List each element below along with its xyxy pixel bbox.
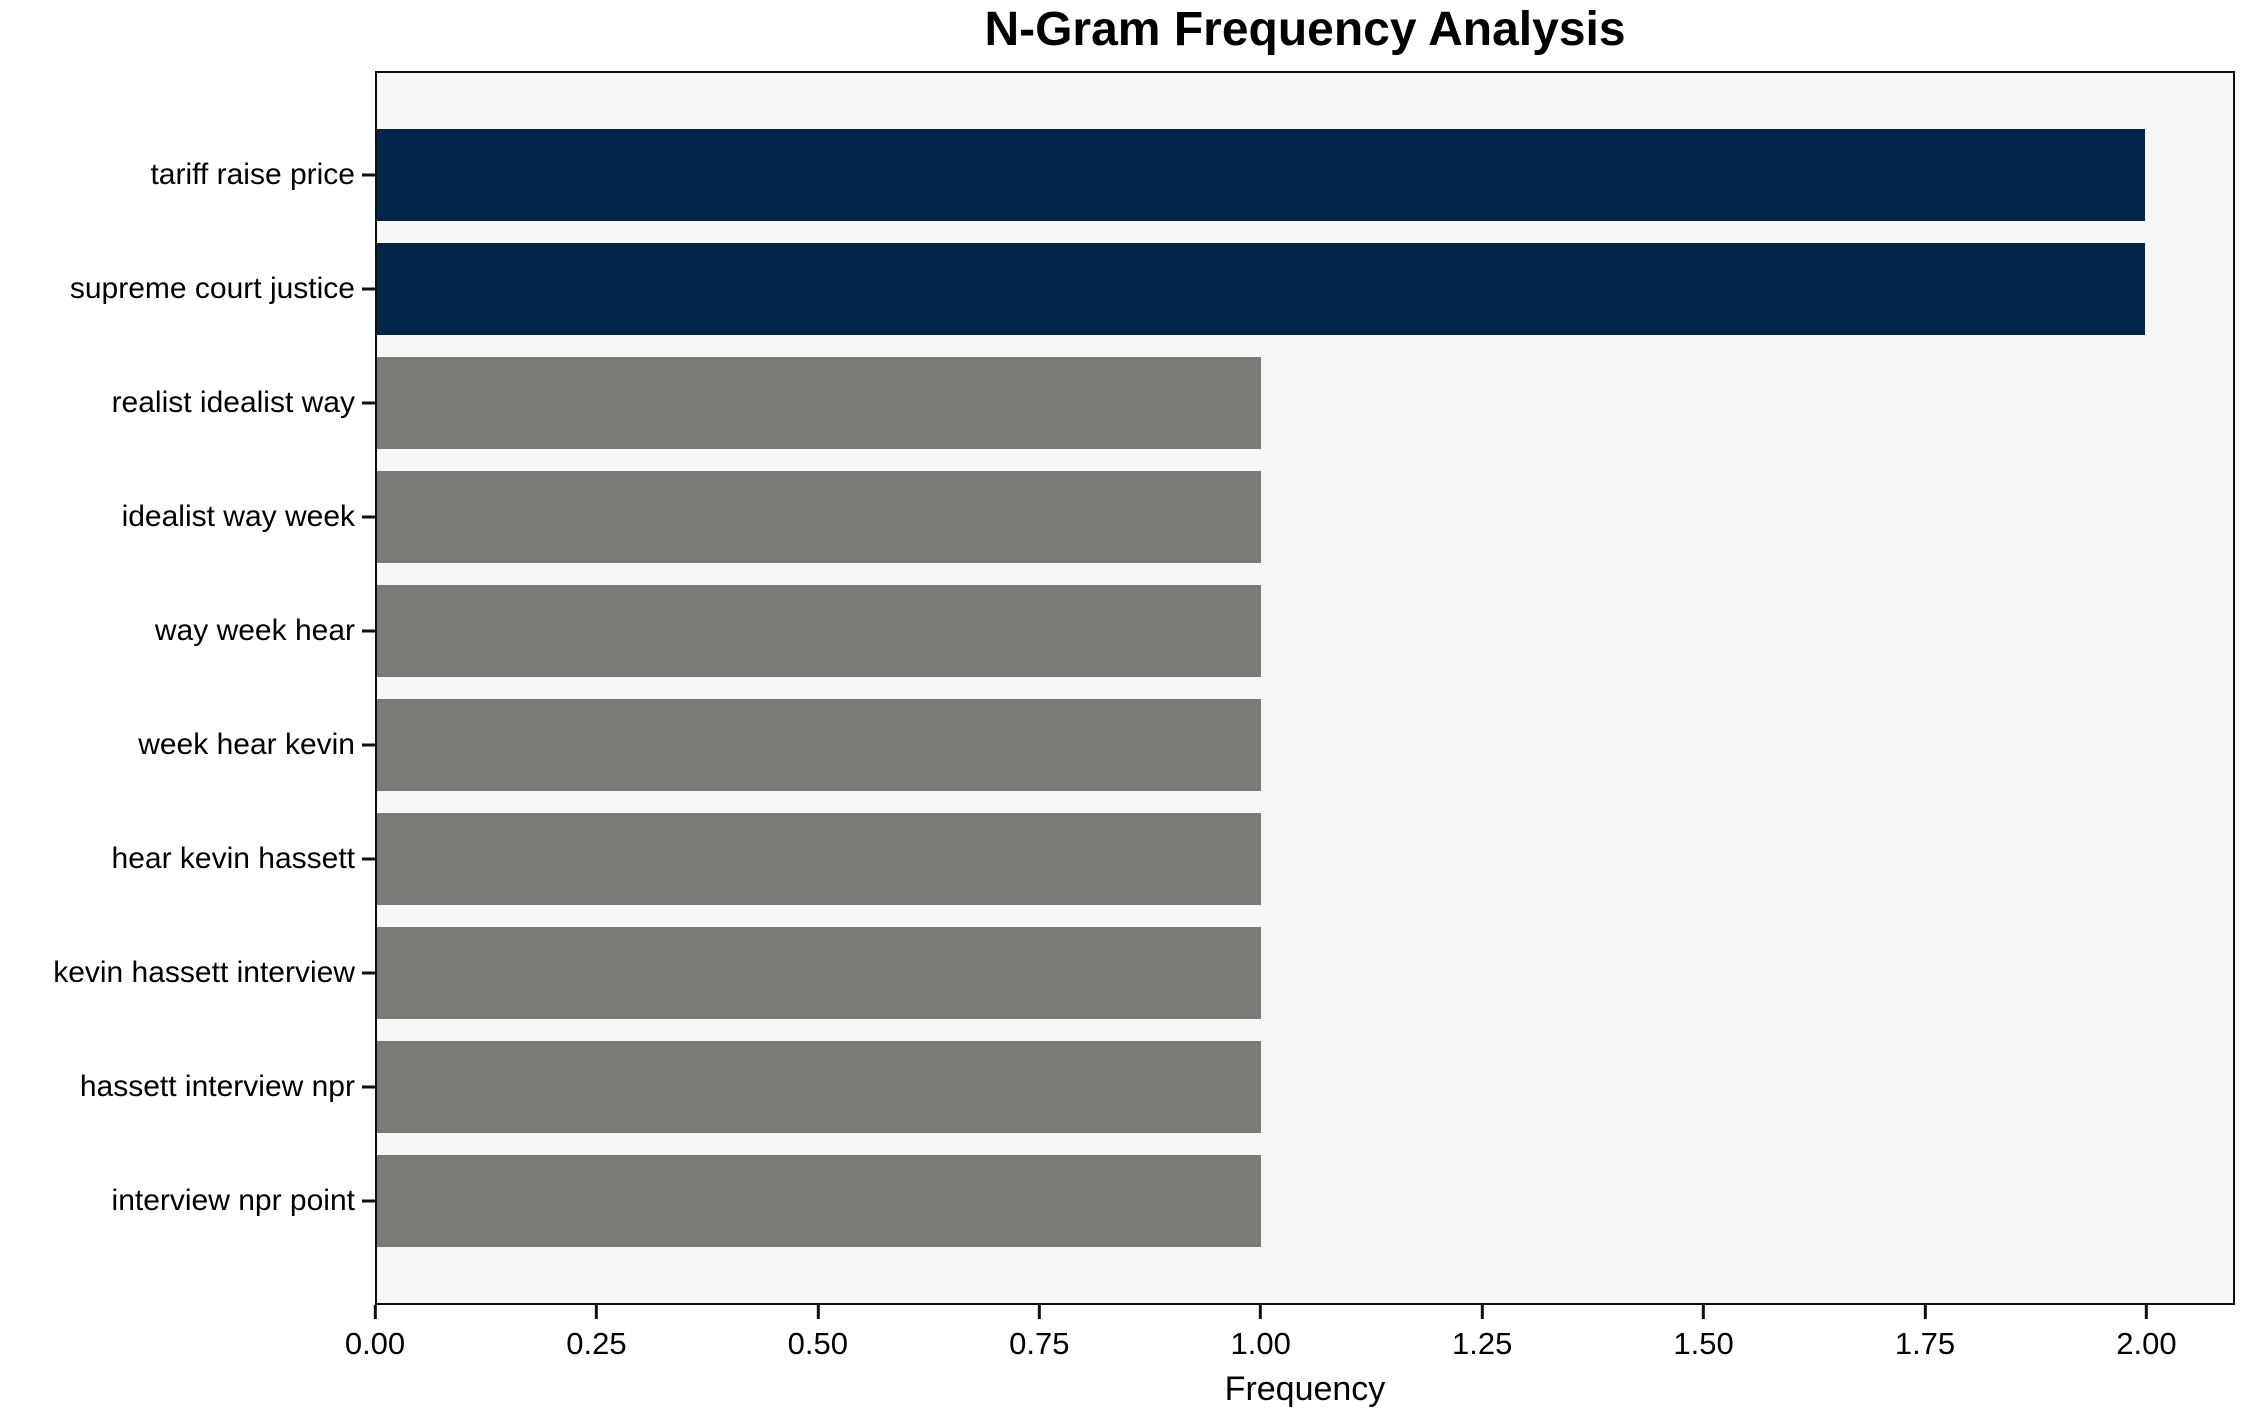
x-axis-label: Frequency [1224,1370,1386,1408]
x-tick-mark [1480,1305,1484,1319]
x-tick-label: 2.00 [2116,1326,2177,1361]
y-tick-mark [362,287,375,291]
bar-row: hassett interview npr [80,1041,2233,1133]
x-tick-mark [1923,1305,1927,1319]
x-tick-mark [1259,1305,1263,1319]
y-axis-label: way week hear [154,614,355,647]
x-tick-label: 0.00 [344,1326,406,1361]
y-axis-label: kevin hassett interview [53,956,355,989]
x-tick-label: 1.25 [1451,1326,1513,1361]
y-tick-mark [362,743,375,747]
bar [377,129,2145,221]
x-tick: 1.00 [1231,1305,1291,1359]
bar [377,585,1261,677]
x-tick: 1.75 [1895,1305,1955,1359]
x-tick-label: 1.75 [1894,1326,1956,1361]
x-tick-mark [1037,1305,1041,1319]
y-axis-label: hassett interview npr [79,1070,355,1103]
x-tick: 0.25 [566,1305,627,1361]
bar-row: idealist way week [122,471,2233,563]
bar-row: kevin hassett interview [53,927,2233,1019]
bar [377,699,1261,791]
bar [377,1155,1261,1247]
y-axis-label: week hear kevin [138,728,355,761]
x-axis: 0.00 0.25 0.50 0.75 1.00 1.25 1.50 1.75 2.00 [345,1305,2235,1405]
bar-row: way week hear [155,585,2233,677]
bar-row: supreme court justice [70,243,2233,335]
x-tick-label: 0.25 [566,1326,627,1361]
bar-row: tariff raise price [150,129,2233,221]
y-axis-label: realist idealist way [111,386,355,419]
x-tick: 1.50 [1673,1305,1734,1361]
bar-row: week hear kevin [138,699,2233,791]
plot-area: tariff raise price supreme court justice r… [53,71,2235,1305]
x-tick-mark [816,1305,820,1319]
bar [377,471,1261,563]
bar-row: hear kevin hassett [112,813,2233,905]
bar [377,243,2145,335]
bars: tariff raise price supreme court justice r… [53,73,2233,1303]
x-tick: 2.00 [2116,1305,2177,1361]
y-tick-mark [362,857,375,861]
x-tick: 0.75 [1009,1305,1069,1359]
x-tick-mark [373,1305,377,1319]
bar [377,813,1261,905]
chart-title: N-Gram Frequency Analysis [984,3,1626,56]
y-tick-mark [362,401,375,405]
x-tick-label: 0.75 [1009,1326,1070,1361]
x-tick-mark [2144,1305,2148,1319]
bar-row: realist idealist way [112,357,2233,449]
x-tick-mark [594,1305,598,1319]
y-tick-mark [362,629,375,633]
x-tick: 0.50 [788,1305,848,1359]
y-axis-label: supreme court justice [69,272,355,305]
x-tick-label: 1.00 [1230,1326,1291,1361]
y-tick-mark [362,1199,375,1203]
y-axis-label: hear kevin hassett [111,842,355,875]
x-tick: 1.25 [1452,1305,1512,1359]
y-tick-mark [362,1085,375,1089]
bar [377,357,1261,449]
y-axis-label: interview npr point [111,1184,355,1217]
y-tick-mark [362,515,375,519]
bar [377,927,1261,1019]
x-tick-label: 1.50 [1673,1326,1734,1361]
x-tick: 0.00 [345,1305,405,1359]
x-tick-label: 0.50 [787,1326,849,1361]
y-axis-label: idealist way week [121,500,355,533]
y-axis-label: tariff raise price [150,158,355,191]
bar-row: interview npr point [112,1155,2233,1247]
x-tick-mark [1702,1305,1706,1319]
bar [377,1041,1261,1133]
y-tick-mark [362,173,375,177]
y-tick-mark [362,971,375,975]
